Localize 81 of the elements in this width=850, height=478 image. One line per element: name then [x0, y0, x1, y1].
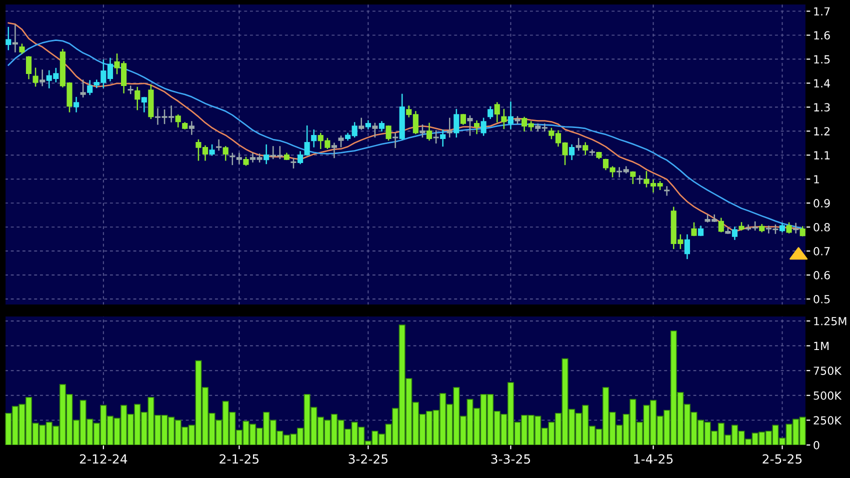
candlestick: [718, 218, 724, 232]
candlestick: [460, 114, 466, 125]
candlestick: [264, 144, 270, 164]
candlestick: [26, 56, 32, 80]
candlestick: [175, 114, 181, 128]
y-tick-label: 0.7: [814, 247, 830, 256]
y-tick-label: 0: [814, 440, 820, 450]
y-tick-label: 1.25M: [814, 316, 846, 326]
candlestick: [230, 152, 236, 166]
candlestick: [501, 108, 507, 130]
candlestick: [378, 121, 385, 132]
candlestick: [793, 222, 799, 234]
candlestick: [311, 130, 317, 148]
candlestick: [87, 80, 93, 96]
candlestick: [440, 130, 446, 147]
candlestick: [331, 142, 338, 158]
candlestick: [433, 130, 439, 144]
candlestick: [494, 102, 500, 122]
candlestick: [222, 146, 228, 161]
x-tick-label: 3-3-25: [491, 454, 530, 464]
y-tick-label: 0.5: [814, 294, 830, 304]
x-tick-label: 1-4-25: [634, 454, 673, 464]
candlestick: [426, 122, 432, 141]
candlestick: [392, 132, 398, 148]
candlestick: [732, 226, 738, 240]
y-tick-label: 0.8: [814, 223, 830, 232]
candlestick: [664, 186, 670, 196]
candlestick: [569, 144, 575, 160]
candlestick: [446, 118, 452, 138]
candlestick: [467, 115, 473, 136]
candlestick: [12, 24, 18, 52]
candlestick: [582, 142, 588, 156]
candlestick: [454, 108, 460, 138]
candlestick: [786, 222, 792, 234]
candlestick: [474, 120, 480, 134]
candlestick: [236, 152, 242, 164]
candlestick: [358, 118, 364, 130]
candlestick: [188, 121, 194, 135]
candlestick: [684, 234, 690, 260]
y-tick-label: 1.1: [814, 151, 830, 160]
y-tick-label: 1.4: [814, 79, 830, 88]
candlestick: [576, 138, 582, 151]
candlestick: [134, 86, 140, 110]
candlestick: [372, 122, 378, 138]
candlestick: [338, 136, 344, 148]
candlestick: [386, 125, 392, 141]
candlestick: [589, 149, 595, 156]
candlestick: [216, 139, 222, 151]
candlestick: [480, 118, 486, 136]
y-tick-label: 0.9: [814, 199, 830, 208]
candlestick: [80, 80, 86, 98]
candlestick: [630, 171, 636, 184]
candlestick: [488, 106, 494, 120]
candlestick: [32, 68, 38, 87]
candlestick: [73, 96, 80, 112]
x-tick-label: 2-1-25: [220, 454, 259, 464]
candlestick: [508, 101, 514, 130]
x-tick-label: 3-2-25: [348, 454, 388, 464]
candlestick: [290, 158, 296, 168]
x-tick-label: 2-12-24: [80, 454, 128, 464]
candlestick: [691, 222, 697, 236]
candlestick: [40, 70, 46, 86]
y-tick-label: 1.7: [814, 7, 830, 16]
y-tick-label: 1.5: [814, 55, 830, 64]
candlestick: [19, 44, 25, 54]
y-tick-label: 1M: [814, 342, 829, 350]
candlestick: [209, 144, 215, 156]
y-tick-label: 1.2: [814, 127, 830, 136]
x-tick-label: 2-5-25: [762, 454, 802, 464]
y-tick-label: 1.3: [814, 103, 830, 112]
candlestick: [141, 96, 147, 112]
y-tick-label: 1: [814, 175, 819, 184]
y-tick-label: 750K: [814, 366, 842, 375]
candlestick: [636, 175, 642, 184]
y-tick-label: 250K: [814, 416, 842, 425]
y-tick-label: 0.6: [814, 270, 830, 280]
candlestick: [698, 226, 704, 236]
candlestick: [6, 26, 12, 50]
y-tick-label: 500K: [814, 391, 842, 400]
y-tick-label: 1.6: [814, 31, 830, 40]
candlestick: [420, 124, 426, 138]
